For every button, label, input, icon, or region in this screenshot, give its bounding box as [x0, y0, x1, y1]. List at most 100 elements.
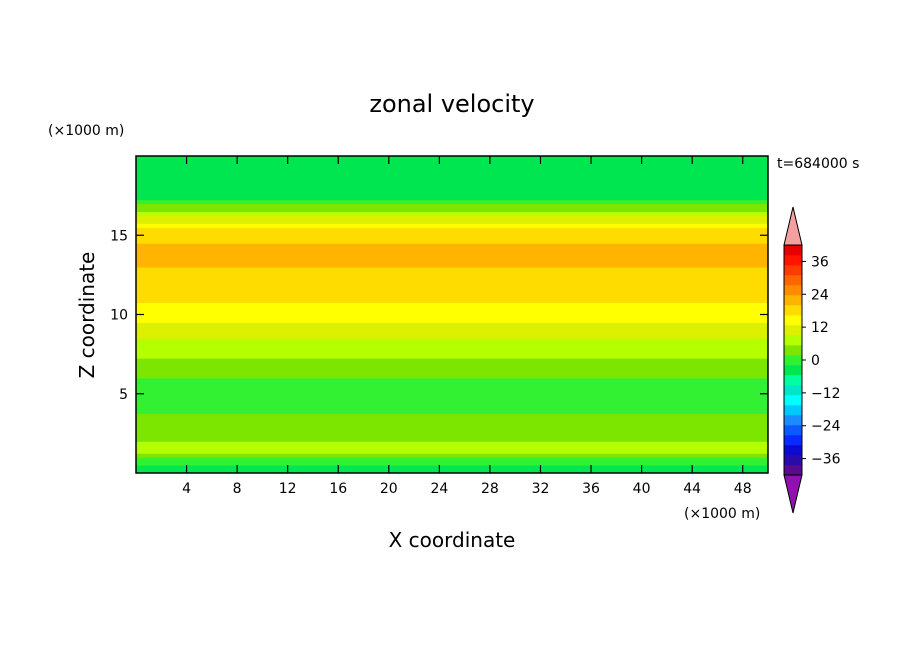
colorbar-under-triangle: [783, 474, 803, 514]
colorbar-tick-label: −24: [811, 419, 841, 435]
field-band: [136, 230, 768, 236]
field-band: [136, 163, 768, 169]
x-tick-label: 48: [734, 481, 752, 497]
field-band: [136, 250, 768, 256]
field-band: [136, 175, 768, 181]
colorbar-tick-label: −12: [811, 386, 841, 402]
field-band: [136, 274, 768, 280]
colorbar-segment: [784, 295, 802, 306]
field-band: [136, 195, 768, 201]
field-band: [136, 226, 768, 232]
field-band: [136, 440, 768, 446]
field-band: [136, 321, 768, 327]
field-band: [136, 333, 768, 339]
colorbar-segment: [784, 465, 802, 476]
field-band: [136, 393, 768, 399]
x-tick-label: 20: [380, 481, 398, 497]
colorbar-segment: [784, 425, 802, 436]
field-band: [136, 460, 768, 466]
field-band: [136, 294, 768, 300]
colorbar-tick-label: 36: [811, 254, 829, 270]
x-axis: 4 8 12 16 20 24 28 32 36 40 44 48: [182, 156, 752, 497]
field-band: [136, 290, 768, 296]
field-band: [136, 207, 768, 212]
field-band: [136, 306, 768, 312]
field-band: [136, 218, 768, 224]
colorbar-over-triangle: [783, 206, 803, 246]
colorbar-tick-label: 0: [811, 353, 820, 369]
field-band: [136, 242, 768, 248]
field-band: [136, 365, 768, 371]
field-band: [136, 282, 768, 288]
colorbar-segment: [784, 305, 802, 316]
field-band: [136, 409, 768, 415]
field-band: [136, 436, 768, 442]
colorbar-segment: [784, 385, 802, 396]
field-band: [136, 452, 768, 458]
colorbar-segment: [784, 265, 802, 276]
colorbar-segment: [784, 275, 802, 286]
field-band: [136, 183, 768, 189]
field-band: [136, 405, 768, 411]
field-band: [136, 254, 768, 260]
y-tick-label: 10: [110, 308, 128, 324]
colorbar-segment: [784, 375, 802, 386]
field-band: [136, 278, 768, 284]
colorbar-segment: [784, 255, 802, 266]
colorbar-segment: [784, 435, 802, 446]
field-band: [136, 401, 768, 407]
x-tick-label: 40: [633, 481, 651, 497]
colorbar-tick-label: 24: [811, 287, 829, 303]
field-band: [136, 417, 768, 422]
field-band: [136, 432, 768, 438]
x-tick-label: 32: [532, 481, 550, 497]
field-band: [136, 357, 768, 363]
field-band: [136, 317, 768, 323]
x-tick-label: 24: [430, 481, 448, 497]
x-axis-label: X coordinate: [389, 528, 516, 552]
field-band: [136, 222, 768, 228]
colorbar-segment: [784, 455, 802, 466]
x-tick-label: 8: [233, 481, 242, 497]
field-band: [136, 234, 768, 240]
y-tick-label: 15: [110, 228, 128, 244]
field-band: [136, 397, 768, 403]
x-tick-label: 28: [481, 481, 499, 497]
field-band: [136, 341, 768, 347]
colorbar-tick-label: 12: [811, 320, 829, 336]
colorbar-segment: [784, 345, 802, 356]
field-band: [136, 187, 768, 193]
field-band: [136, 353, 768, 359]
field-band: [136, 270, 768, 276]
field-band: [136, 448, 768, 454]
y-axis: 5 10 15: [110, 228, 768, 403]
colorbar-tick-label: −36: [811, 452, 841, 468]
field-band: [136, 369, 768, 375]
field-band: [136, 159, 768, 165]
x-tick-label: 44: [683, 481, 701, 497]
field-band: [136, 199, 768, 205]
field-band: [136, 310, 768, 315]
field-band: [136, 337, 768, 343]
y-tick-label: 5: [119, 387, 128, 403]
field-band: [136, 413, 768, 419]
field-band: [136, 329, 768, 335]
field-band: [136, 456, 768, 462]
y-axis-label: Z coordinate: [75, 252, 99, 379]
x-tick-label: 4: [182, 481, 191, 497]
field-band: [136, 428, 768, 434]
field-band: [136, 171, 768, 177]
x-tick-label: 36: [582, 481, 600, 497]
field-band: [136, 214, 768, 220]
colorbar-segment: [784, 355, 802, 366]
field-band: [136, 302, 768, 308]
colorbar-segment: [784, 245, 802, 256]
colorbar-segment: [784, 365, 802, 376]
field-band: [136, 156, 768, 161]
field-band: [136, 179, 768, 185]
field-band: [136, 361, 768, 367]
colorbar-segment: [784, 335, 802, 346]
field-band: [136, 203, 768, 209]
field-band: [136, 286, 768, 292]
